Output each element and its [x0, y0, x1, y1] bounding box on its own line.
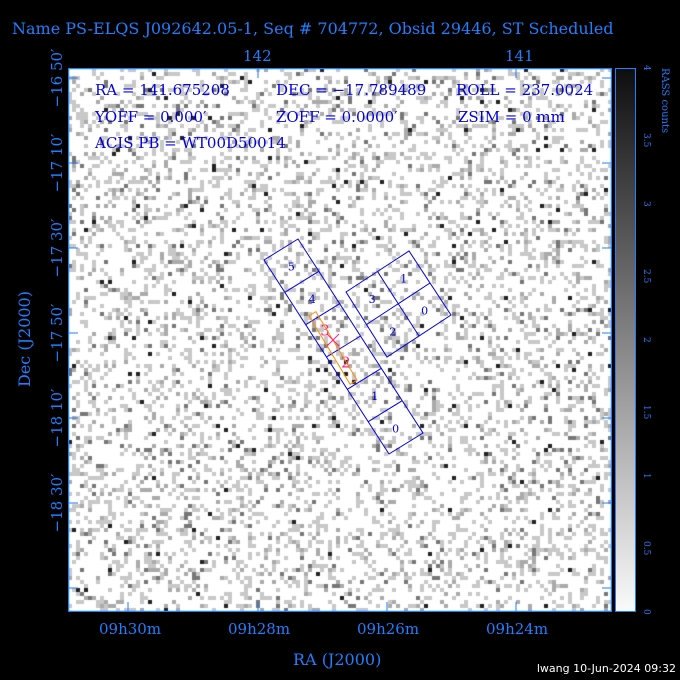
yoff-value: YOFF = 0.000′: [95, 108, 207, 126]
y-tick-label: −18 10′: [48, 388, 66, 448]
rass-image: [68, 68, 612, 612]
x-tick-label: 09h24m: [486, 620, 549, 638]
aimpoint-cross: [326, 333, 340, 347]
chip-boundary: [284, 270, 320, 293]
x-tick-label: 09h26m: [357, 620, 420, 638]
aimpoint-box: [308, 310, 358, 386]
acis-pb-value: ACIS PB = WT00D50014: [95, 134, 286, 152]
acis-i-array: [345, 250, 452, 358]
chip-label: 2: [389, 325, 396, 338]
zsim-value: ZSIM = 0 mm: [458, 108, 565, 126]
top-tick-label: 141: [505, 47, 534, 65]
y-tick-label: −18 30′: [48, 473, 66, 533]
colorbar-label: RASS counts: [659, 68, 670, 134]
x-tick-label: 09h30m: [99, 620, 162, 638]
colorbar-tick-label: 1.5: [641, 405, 651, 420]
chip-label: 3: [369, 293, 376, 306]
y-tick-label: −17 10′: [48, 133, 66, 193]
chip-boundary: [366, 282, 431, 325]
chip-label: 1: [400, 272, 407, 285]
timestamp: lwang 10-Jun-2024 09:32: [536, 662, 676, 675]
chip-label: 0: [421, 304, 428, 317]
colorbar-tick-label: 3: [641, 201, 651, 207]
x-axis-label: RA (J2000): [293, 650, 382, 669]
y-tick-label: −17 30′: [48, 218, 66, 278]
chip-boundary: [347, 367, 382, 390]
chip-label: 0: [392, 422, 399, 435]
x-tick-label: 09h28m: [228, 620, 291, 638]
chip-label: 1: [371, 390, 378, 403]
chip-boundary: [367, 400, 403, 423]
colorbar-tick-label: 3.5: [641, 133, 651, 148]
zoff-value: ZOFF = 0.0000′: [276, 108, 398, 126]
colorbar-tick-label: 0.5: [641, 541, 651, 556]
plot-frame: [68, 68, 612, 612]
chip-label: 3: [320, 321, 330, 339]
dec-value: DEC = −17.789489: [276, 81, 427, 99]
chip-label: 5: [288, 261, 295, 274]
chip-label: 4: [309, 293, 316, 306]
roll-value: ROLL = 237.0024: [456, 81, 594, 99]
y-axis-label: Dec (J2000): [15, 291, 34, 387]
y-tick-label: −17 50′: [48, 303, 66, 363]
colorbar-tick-label: 0: [641, 609, 651, 615]
colorbar-tick-label: 2.5: [641, 269, 651, 284]
y-tick-label: −16 50′: [48, 48, 66, 108]
top-tick-label: 142: [243, 47, 272, 65]
plot-title: Name PS-ELQS J092642.05-1, Seq # 704772,…: [12, 19, 614, 38]
colorbar-tick-label: 1: [641, 473, 651, 479]
ra-value: RA = 141.675208: [95, 81, 230, 99]
chip-boundary: [305, 303, 340, 326]
colorbar-tick-label: 4: [641, 65, 651, 71]
colorbar: [615, 68, 636, 612]
colorbar-tick-label: 2: [641, 337, 651, 343]
